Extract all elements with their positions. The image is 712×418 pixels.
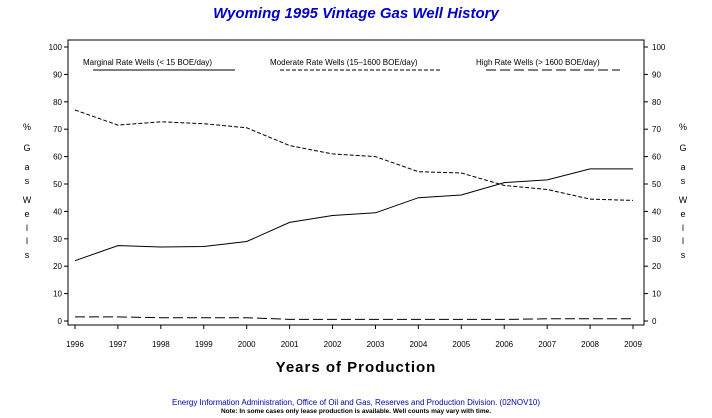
series-line-1 [74,168,633,262]
x-tick-label: 2007 [538,340,556,349]
y-label-char: s [25,176,30,186]
y-tick-label-left: 100 [49,43,63,52]
y-label-char: e [680,209,685,219]
y-tick-label-left: 0 [58,317,63,326]
x-tick-label: 2006 [495,340,513,349]
legend: Marginal Rate Wells (< 15 BOE/day) Modera… [83,58,620,71]
y-label-char: % [23,122,31,132]
y-tick-label-right: 50 [652,180,661,189]
y-label-char: % [679,122,687,132]
y-tick-label-left: 80 [53,98,62,107]
y-label-char: l [26,236,28,246]
y-label-char: a [680,162,685,172]
series-line-3 [75,316,633,320]
y-tick-label-right: 20 [652,262,661,271]
y-tick-label-right: 80 [652,98,661,107]
y-tick-label-right: 100 [652,43,666,52]
y-label-char: l [682,236,684,246]
y-tick-label-right: 0 [652,317,657,326]
y-label-char: a [24,162,29,172]
y-tick-label-right: 90 [652,70,661,79]
y-tick-label-left: 10 [53,290,62,299]
x-tick-label: 2002 [324,340,342,349]
y-tick-label-left: 50 [53,180,62,189]
x-tick-label: 2001 [281,340,299,349]
series-line-2 [74,109,634,201]
y-label-char: W [23,195,32,205]
legend-label-3: High Rate Wells (> 1600 BOE/day) [476,58,600,67]
y-label-char: s [25,250,30,260]
y-tick-label-left: 40 [53,207,62,216]
y-axis-right: 0 10 20 30 40 50 60 70 80 90 100 [644,43,666,326]
series-group [74,109,634,320]
y-tick-label-left: 30 [53,235,62,244]
y-tick-label-right: 10 [652,290,661,299]
x-axis: 1996 1997 1998 1999 2000 2001 2002 2003 2004 2005… [66,325,642,349]
footer-note: Note: In some cases only lease productio… [221,408,491,415]
x-tick-label: 2005 [452,340,470,349]
chart-title: Wyoming 1995 Vintage Gas Well History [213,5,499,22]
x-tick-label: 2004 [409,340,427,349]
y-tick-label-right: 70 [652,125,661,134]
legend-label-1: Marginal Rate Wells (< 15 BOE/day) [83,58,212,67]
footer-source: Energy Information Administration, Offic… [172,398,540,407]
y-tick-label-right: 40 [652,207,661,216]
x-tick-label: 2009 [624,340,642,349]
x-tick-label: 2003 [367,340,385,349]
x-tick-label: 1999 [195,340,213,349]
x-tick-label: 1996 [66,340,84,349]
y-tick-label-right: 30 [652,235,661,244]
y-tick-label-right: 60 [652,153,661,162]
y-label-char: G [679,143,686,153]
plot-frame [67,39,645,326]
y-label-char: G [23,143,30,153]
y-axis-left: 0 10 20 30 40 50 60 70 80 90 100 [49,43,68,326]
x-tick-label: 2000 [238,340,256,349]
y-label-char: l [682,223,684,233]
x-tick-label: 2008 [581,340,599,349]
y-label-char: W [679,195,688,205]
x-axis-label: Years of Production [276,359,437,376]
x-tick-label: 1998 [152,340,170,349]
y-tick-label-left: 90 [53,70,62,79]
y-label-char: e [24,209,29,219]
y-tick-label-left: 20 [53,262,62,271]
y-tick-label-left: 70 [53,125,62,134]
y-label-char: s [681,250,686,260]
x-tick-label: 1997 [109,340,127,349]
legend-label-2: Moderate Rate Wells (15–1600 BOE/day) [270,58,418,67]
y-label-char: s [681,176,686,186]
y-label-char: l [26,223,28,233]
y-tick-label-left: 60 [53,153,62,162]
